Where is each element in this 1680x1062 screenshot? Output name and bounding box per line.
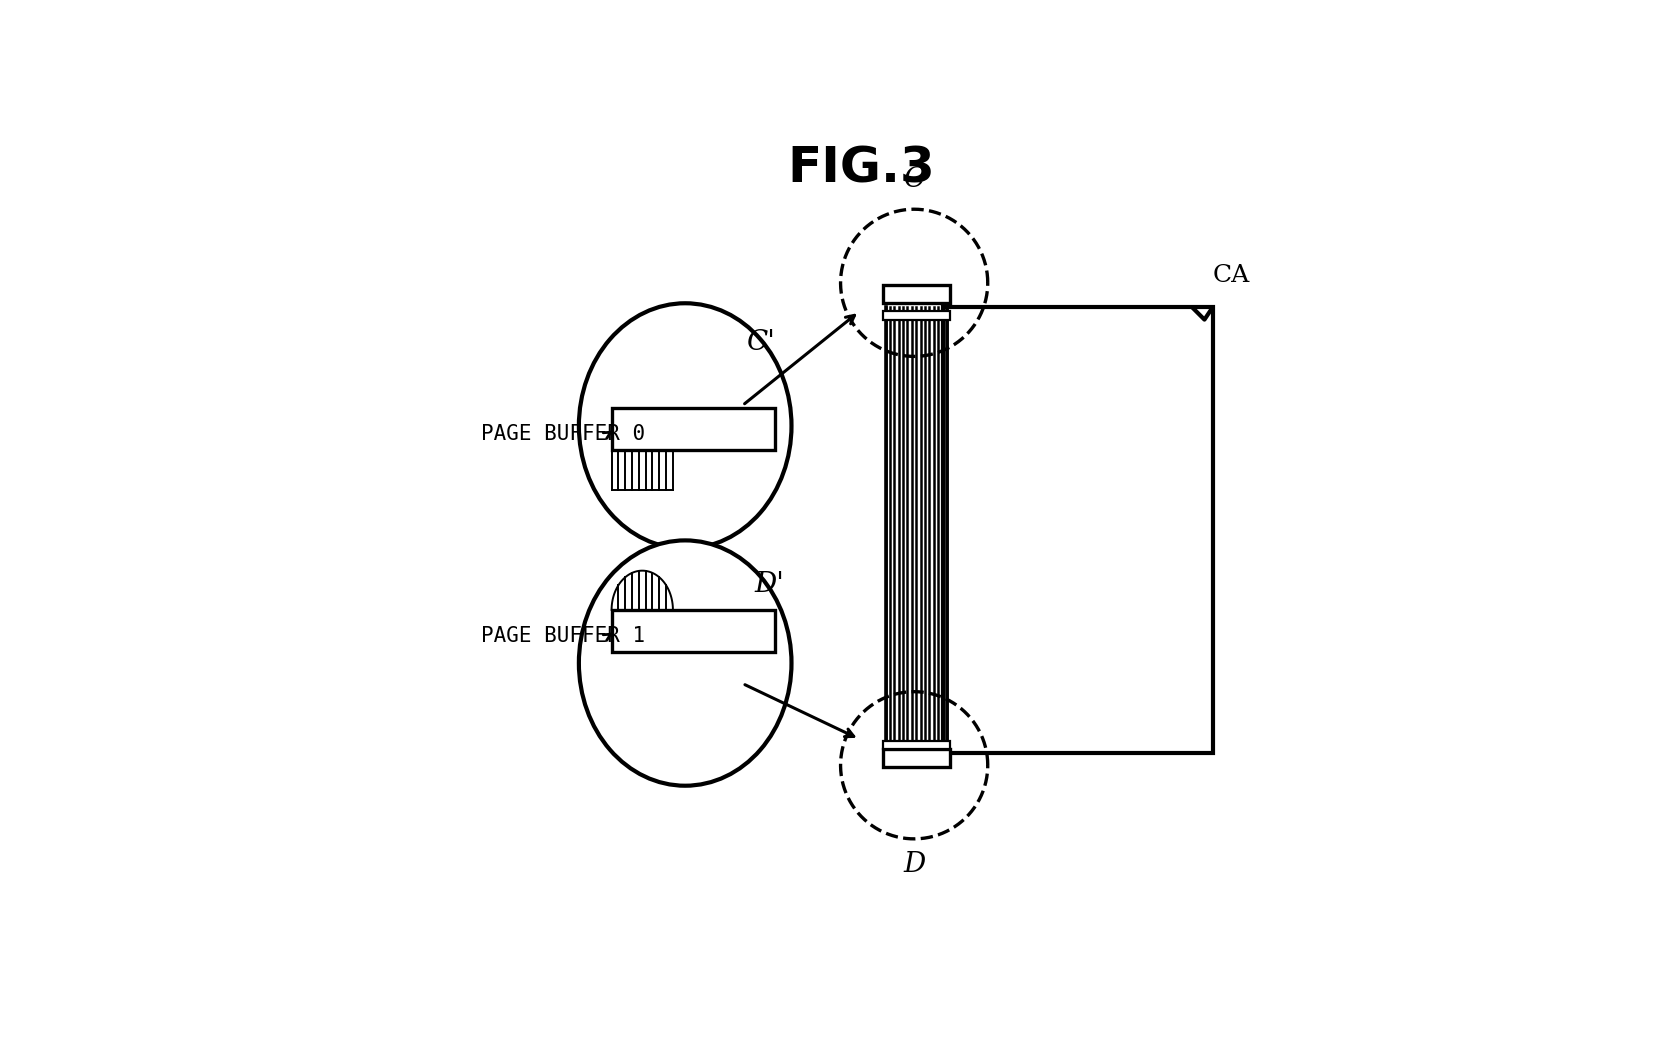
Bar <box>884 749 951 767</box>
Text: D': D' <box>754 570 785 598</box>
Text: PAGE BUFFER 0: PAGE BUFFER 0 <box>480 424 645 444</box>
Bar <box>884 311 951 320</box>
Ellipse shape <box>580 541 791 786</box>
Text: C': C' <box>746 329 776 357</box>
Bar <box>612 610 774 652</box>
Bar <box>942 307 1213 753</box>
Text: PAGE BUFFER 1: PAGE BUFFER 1 <box>480 627 645 646</box>
Ellipse shape <box>580 304 791 549</box>
Text: FIG.3: FIG.3 <box>788 144 934 192</box>
Bar <box>612 408 774 450</box>
Bar <box>884 741 951 749</box>
Text: CA: CA <box>1213 263 1250 287</box>
Text: D: D <box>904 851 926 878</box>
Bar <box>884 286 951 304</box>
Text: C: C <box>904 166 924 193</box>
